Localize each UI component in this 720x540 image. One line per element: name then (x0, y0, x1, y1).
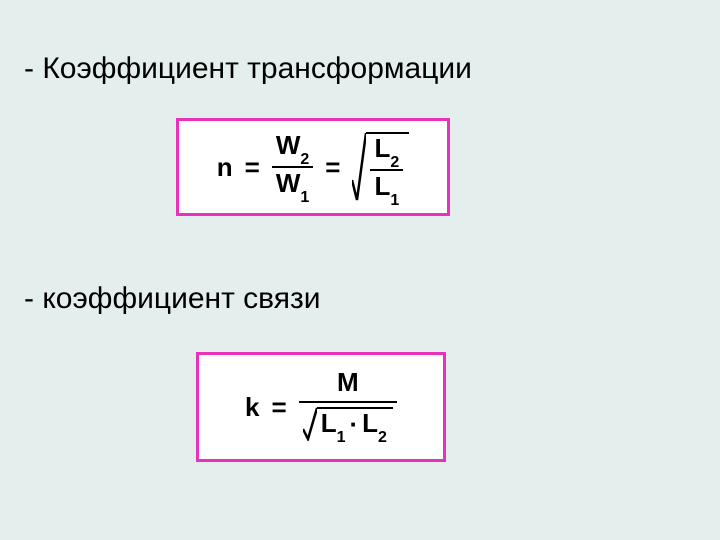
f2-den: L1 · L2 (299, 403, 397, 447)
formula2-expression: k = M L1 · (245, 367, 397, 448)
sqrt-tick (303, 407, 317, 441)
f2-M: M (333, 367, 363, 401)
f2-k: k (245, 392, 259, 423)
f2-L2: L2 (362, 410, 387, 442)
formula-box-coupling: k = M L1 · (196, 352, 446, 462)
f2-dot: · (349, 411, 358, 437)
f2-radicand: L1 · L2 (317, 407, 393, 441)
f1-L1: L1 (370, 171, 403, 207)
f1-L2: L2 (370, 133, 403, 169)
heading2-text: - коэффициент связи (24, 282, 321, 315)
f1-frac-W: W2 W1 (272, 130, 313, 205)
formula1-expression: n = W2 W1 = L2 (217, 130, 410, 205)
heading-coupling-coefficient: - коэффициент связи (24, 282, 321, 316)
heading1-text: - Коэффициент трансформации (24, 52, 472, 85)
f2-eq: = (272, 392, 287, 423)
formula-box-transformation: n = W2 W1 = L2 (176, 118, 450, 216)
f1-eq2: = (325, 152, 340, 183)
f1-radicand: L2 L1 (366, 132, 409, 202)
f1-eq1: = (245, 152, 260, 183)
f2-L1: L1 (321, 410, 346, 442)
sqrt-tick (352, 132, 366, 202)
f1-n: n (217, 152, 233, 183)
f1-sqrt: L2 L1 (352, 132, 409, 202)
f1-W2: W2 (272, 130, 313, 166)
heading-transformation-coefficient: - Коэффициент трансформации (24, 52, 472, 86)
f1-frac-L: L2 L1 (370, 133, 403, 208)
f2-frac: M L1 · L2 (299, 367, 397, 448)
f1-W1: W1 (272, 168, 313, 204)
f2-sqrt: L1 · L2 (303, 407, 393, 441)
